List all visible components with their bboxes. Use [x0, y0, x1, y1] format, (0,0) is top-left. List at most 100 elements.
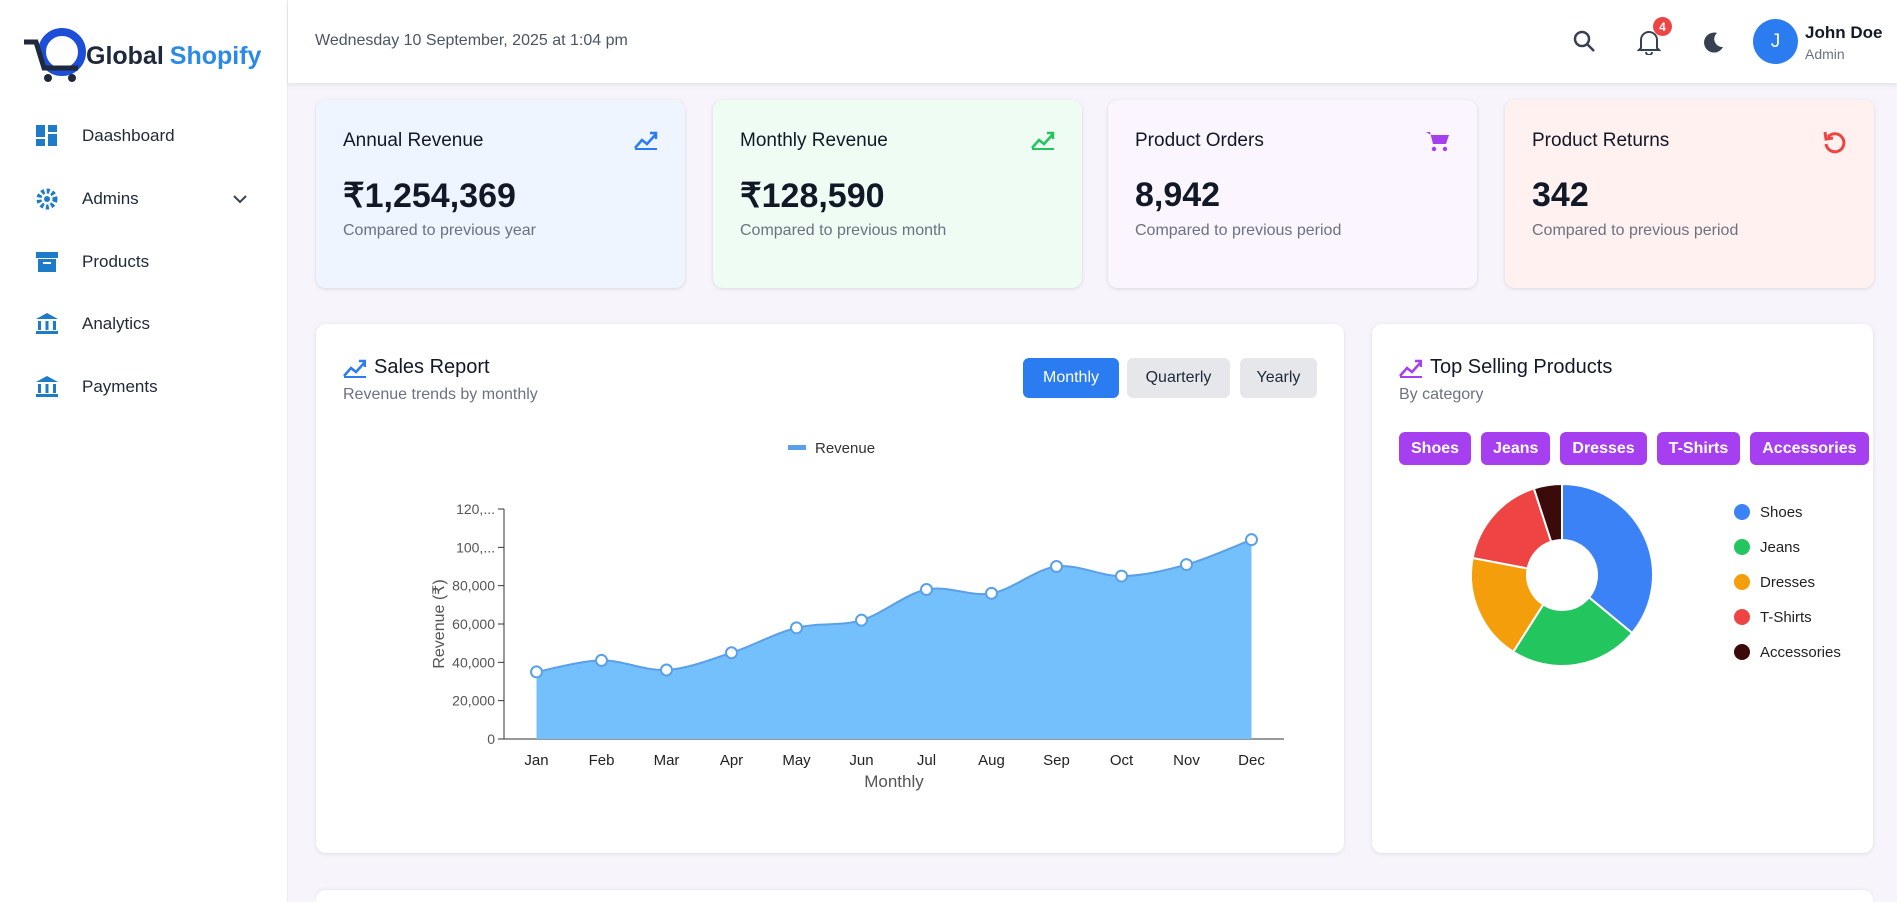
point — [1180, 558, 1193, 572]
nav-label: Products — [82, 252, 150, 271]
panel-subtitle: By category — [1399, 386, 1484, 403]
nav-label: Payments — [82, 377, 158, 396]
slice — [1511, 595, 1634, 667]
card-title: Product Orders — [1135, 130, 1264, 151]
legend-swatch — [1734, 609, 1750, 625]
point — [1050, 560, 1063, 573]
slice — [1470, 556, 1545, 654]
card-value: ₹1,254,369 — [343, 177, 516, 215]
sidebar: Global Shopify Daashboard Admins Product… — [0, 0, 288, 902]
date: Wednesday 10 September, 2025 at 1:04 pm — [315, 32, 628, 49]
x-axis-label: Monthly — [864, 772, 924, 791]
x-tick-label: Jan — [524, 752, 548, 769]
card-value: 8,942 — [1135, 176, 1221, 214]
panel-title: Sales Report — [374, 356, 490, 378]
nav-item[interactable]: Admins — [36, 188, 248, 210]
point — [660, 663, 673, 677]
nav-item[interactable]: Products — [36, 251, 149, 273]
point — [595, 653, 608, 667]
point — [985, 586, 998, 600]
line-chart: 0 20,000 40,000 60,000 80,000 100,... 120,... R… — [431, 440, 1284, 791]
card-note: Compared to previous period — [1135, 222, 1342, 239]
category-filter[interactable]: Dresses — [1560, 432, 1647, 465]
panel-title: Top Selling Products — [1430, 356, 1613, 378]
x-tick-label: Nov — [1173, 752, 1200, 769]
sales-panel: Sales Report Revenue trends by monthly M… — [316, 324, 1344, 853]
icon — [36, 376, 58, 397]
y-tick-label: 60,000 — [452, 616, 495, 632]
y-tick-label: 40,000 — [452, 654, 495, 670]
legend-swatch — [788, 445, 806, 450]
user-role: Admin — [1805, 46, 1845, 62]
x-tick-label: Dec — [1238, 752, 1265, 769]
slice — [1471, 487, 1553, 570]
x-tick-label: Jun — [849, 752, 873, 769]
period-button[interactable]: Yearly — [1240, 358, 1317, 398]
period-button[interactable]: Monthly — [1023, 358, 1119, 398]
logo[interactable]: Global Shopify — [22, 28, 261, 84]
category-filter[interactable]: Jeans — [1481, 432, 1551, 465]
stat-card: Annual Revenue ₹1,254,369 Compared to pr… — [316, 100, 685, 288]
stat-card: Monthly Revenue ₹128,590 Compared to pre… — [713, 100, 1082, 288]
card-title: Product Returns — [1532, 130, 1670, 151]
x-tick-label: Mar — [654, 752, 680, 769]
x-tick-label: Sep — [1043, 752, 1070, 769]
card-icon — [1031, 131, 1055, 150]
point — [725, 646, 738, 660]
notifications-button[interactable] — [1637, 29, 1661, 55]
point — [1115, 569, 1128, 583]
card-icon — [1823, 131, 1846, 154]
search-button[interactable] — [1573, 30, 1597, 54]
logo-text: Shopify — [169, 41, 262, 70]
slice — [1561, 482, 1654, 635]
icon — [36, 313, 58, 334]
point — [790, 621, 803, 635]
card-icon — [1426, 132, 1449, 152]
point — [855, 613, 868, 627]
avatar[interactable]: J — [1753, 19, 1798, 64]
legend-label: T-Shirts — [1760, 609, 1812, 626]
category-filter[interactable]: Accessories — [1750, 432, 1869, 465]
theme-toggle[interactable] — [1701, 31, 1725, 55]
point — [1245, 533, 1258, 547]
legend-swatch — [1734, 644, 1750, 660]
legend-swatch — [1734, 574, 1750, 590]
logo-text: Global — [86, 41, 164, 70]
doughnut-chart: Shoes Jeans Dresses T-Shirts Accessories — [1470, 482, 1841, 667]
legend-label: Accessories — [1760, 644, 1841, 661]
y-axis-label: Revenue (₹) — [431, 579, 448, 668]
point — [920, 583, 933, 596]
period-button[interactable]: Quarterly — [1127, 358, 1230, 398]
nav-item[interactable]: Payments — [36, 376, 158, 398]
notification-badge: 4 — [1653, 17, 1672, 36]
card-title: Monthly Revenue — [740, 130, 888, 151]
legend-swatch — [1734, 504, 1750, 520]
stat-card: Product Returns 342 Compared to previous… — [1505, 100, 1874, 288]
icon — [36, 188, 58, 210]
nav-item[interactable]: Daashboard — [36, 125, 175, 147]
card-value: ₹128,590 — [740, 177, 885, 215]
category-filter[interactable]: Shoes — [1399, 432, 1472, 465]
stat-card: Product Orders 8,942 Compared to previou… — [1108, 100, 1477, 288]
x-tick-label: Jul — [917, 752, 936, 769]
legend-label: Shoes — [1760, 504, 1803, 521]
category-filter[interactable]: T-Shirts — [1656, 432, 1741, 465]
card-value: 342 — [1532, 176, 1589, 214]
next-panel — [316, 890, 1873, 902]
panel-subtitle: Revenue trends by monthly — [343, 386, 538, 403]
nav-label: Admins — [82, 189, 139, 208]
y-tick-label: 20,000 — [452, 693, 495, 709]
icon — [36, 252, 58, 272]
y-tick-label: 120,... — [456, 501, 495, 517]
panel-icon — [343, 359, 366, 378]
nav-item[interactable]: Analytics — [36, 313, 150, 335]
user-name: John Doe — [1805, 23, 1883, 42]
icon — [36, 125, 57, 146]
category-filters: Shoes Jeans Dresses T-Shirts Accessories — [1399, 432, 1869, 465]
header: Wednesday 10 September, 2025 at 1:04 pm … — [288, 0, 1897, 83]
x-tick-label: May — [782, 752, 811, 769]
card-title: Annual Revenue — [343, 130, 484, 151]
nav-label: Daashboard — [82, 126, 175, 145]
card-icon — [634, 131, 658, 150]
